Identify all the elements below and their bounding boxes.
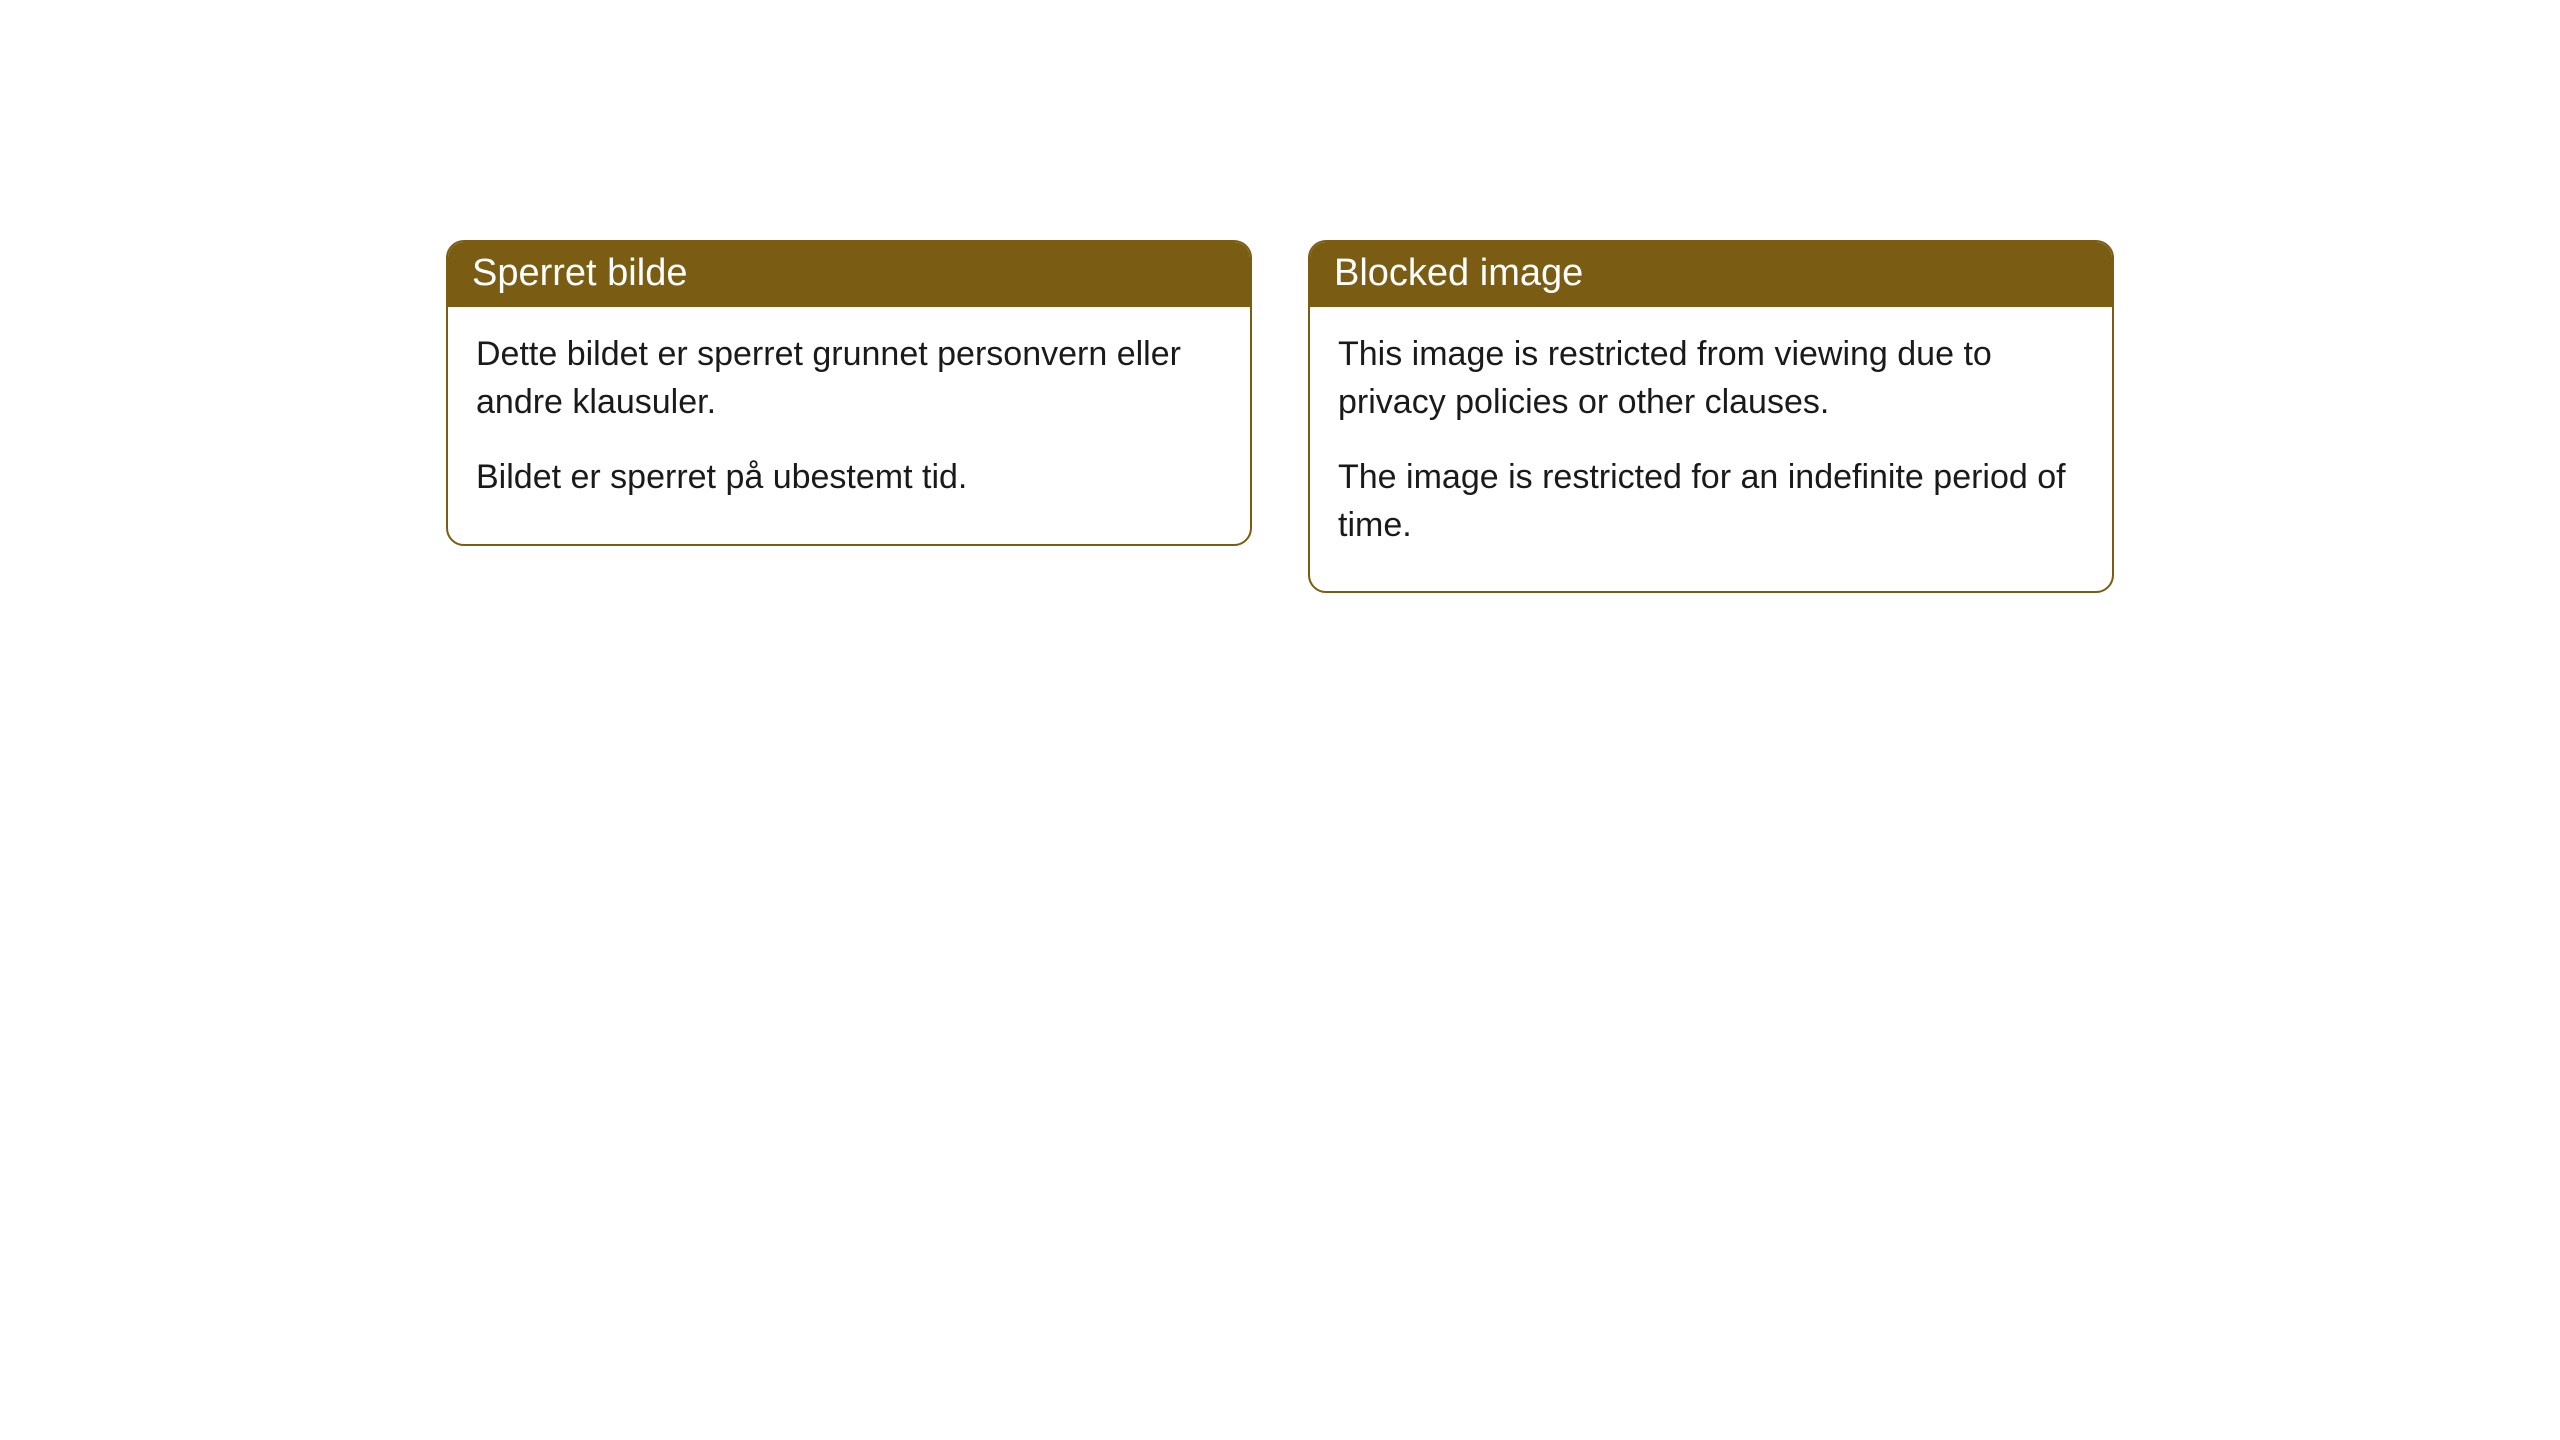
card-body: Dette bildet er sperret grunnet personve… xyxy=(448,307,1250,544)
card-paragraph: The image is restricted for an indefinit… xyxy=(1338,454,2084,549)
card-paragraph: Dette bildet er sperret grunnet personve… xyxy=(476,331,1222,426)
card-paragraph: This image is restricted from viewing du… xyxy=(1338,331,2084,426)
info-card-norwegian: Sperret bilde Dette bildet er sperret gr… xyxy=(446,240,1252,546)
card-paragraph: Bildet er sperret på ubestemt tid. xyxy=(476,454,1222,502)
card-title: Sperret bilde xyxy=(448,242,1250,307)
info-card-english: Blocked image This image is restricted f… xyxy=(1308,240,2114,593)
card-body: This image is restricted from viewing du… xyxy=(1310,307,2112,591)
cards-container: Sperret bilde Dette bildet er sperret gr… xyxy=(446,240,2114,1440)
card-title: Blocked image xyxy=(1310,242,2112,307)
